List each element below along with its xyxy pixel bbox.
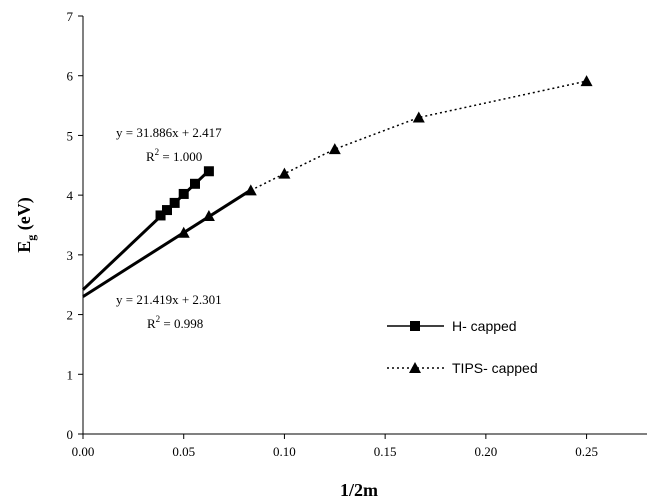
y-axis-title: Eg (eV) bbox=[14, 197, 38, 253]
marker-h-capped bbox=[178, 188, 189, 199]
marker-tips-capped bbox=[177, 226, 190, 238]
x-tick-label: 0.00 bbox=[72, 444, 95, 459]
x-tick-label: 0.05 bbox=[172, 444, 195, 459]
x-tick-label: 0.10 bbox=[273, 444, 296, 459]
fit-equation-h-capped: y = 31.886x + 2.417 bbox=[116, 125, 222, 140]
marker-h-capped bbox=[161, 205, 172, 216]
marker-tips-capped bbox=[328, 143, 341, 155]
marker-tips-capped bbox=[244, 184, 257, 196]
marker-tips-capped bbox=[412, 111, 425, 123]
data-markers bbox=[155, 75, 593, 238]
series-line-tips-capped bbox=[250, 80, 587, 192]
legend: H- capped TIPS- capped bbox=[387, 318, 538, 376]
x-tick-label: 0.15 bbox=[374, 444, 397, 459]
svg-text:Eg (eV): Eg (eV) bbox=[14, 197, 38, 253]
y-tick-label: 1 bbox=[67, 367, 74, 382]
legend-marker-h-capped bbox=[410, 321, 420, 331]
marker-h-capped bbox=[169, 197, 180, 208]
marker-tips-capped bbox=[202, 210, 215, 222]
y-tick-label: 7 bbox=[67, 9, 74, 24]
y-tick-label: 6 bbox=[67, 69, 74, 84]
series-lines bbox=[250, 80, 587, 192]
y-tick-label: 0 bbox=[67, 427, 74, 442]
marker-tips-capped bbox=[278, 167, 291, 179]
fit-line-tips-capped bbox=[82, 188, 252, 298]
marker-h-capped bbox=[203, 166, 214, 177]
marker-h-capped bbox=[155, 210, 166, 221]
y-tick-label: 5 bbox=[67, 128, 74, 143]
fit-equation-tips-capped: y = 21.419x + 2.301 bbox=[116, 292, 222, 307]
y-tick-label: 2 bbox=[67, 308, 74, 323]
x-tick-label: 0.25 bbox=[575, 444, 598, 459]
x-axis-title: 1/2m bbox=[340, 480, 378, 500]
fit-r2-tips-capped: R2 = 0.998 bbox=[147, 314, 203, 331]
axis-ticks: 0.00 0.05 0.10 0.15 0.20 0.25 0 1 2 3 4 5 6 7 bbox=[67, 9, 598, 459]
fit-lines bbox=[81, 169, 252, 298]
legend-label-h-capped: H- capped bbox=[452, 318, 517, 334]
fit-r2-h-capped: R2 = 1.000 bbox=[146, 147, 202, 164]
y-tick-label: 4 bbox=[67, 188, 74, 203]
marker-tips-capped bbox=[580, 75, 593, 87]
legend-label-tips-capped: TIPS- capped bbox=[452, 360, 538, 376]
y-tick-label: 3 bbox=[67, 248, 74, 263]
marker-h-capped bbox=[189, 178, 200, 189]
x-tick-label: 0.20 bbox=[474, 444, 497, 459]
legend-marker-tips-capped bbox=[409, 362, 421, 373]
